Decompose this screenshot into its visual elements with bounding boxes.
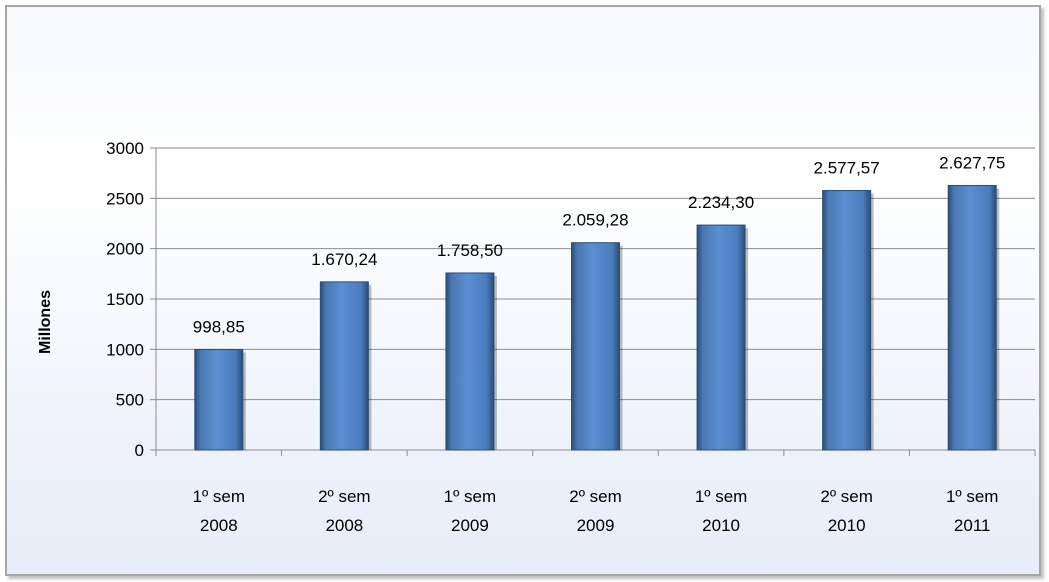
labels: 0 500 1000 1500 2000 2500 3000 998,85 1º sem 2008…	[106, 139, 1005, 535]
data-label-3: 1.758,50	[437, 241, 503, 260]
bar-3	[445, 272, 495, 451]
data-label-2: 1.670,24	[311, 250, 377, 269]
y-tick-label: 1500	[106, 290, 144, 309]
category-label-1-line-1: 1º sem	[193, 487, 246, 506]
y-tick-label: 1000	[106, 340, 144, 359]
category-label-4-line-2: 2009	[577, 516, 615, 535]
category-label-6-line-2: 2010	[828, 516, 866, 535]
bar-6	[822, 190, 872, 451]
y-tick-label: 500	[116, 391, 144, 410]
y-axis-title: Millones	[37, 290, 54, 354]
category-label-5-line-1: 1º sem	[695, 487, 748, 506]
data-label-6: 2.577,57	[814, 159, 880, 178]
y-tick-label: 0	[135, 441, 144, 460]
bars	[194, 184, 1000, 451]
category-label-7-line-2: 2011	[954, 516, 991, 535]
y-tick-label: 2500	[106, 189, 144, 208]
category-label-7-line-1: 1º sem	[946, 487, 999, 506]
data-label-1: 998,85	[193, 317, 245, 336]
category-label-6-line-1: 2º sem	[820, 487, 873, 506]
bar-7	[947, 184, 997, 451]
y-tick-label: 3000	[106, 139, 144, 158]
data-label-7: 2.627,75	[939, 153, 1005, 172]
category-label-3-line-2: 2009	[451, 516, 489, 535]
bar-5	[696, 224, 746, 451]
bar-2	[319, 281, 369, 451]
y-tick-label: 2000	[106, 240, 144, 259]
data-label-5: 2.234,30	[688, 193, 754, 212]
category-label-4-line-1: 2º sem	[569, 487, 622, 506]
category-label-3-line-1: 1º sem	[444, 487, 497, 506]
data-label-4: 2.059,28	[562, 211, 628, 230]
bar-1	[194, 348, 244, 451]
category-label-5-line-2: 2010	[702, 516, 740, 535]
bar-4	[571, 242, 620, 451]
category-label-2-line-1: 2º sem	[318, 487, 371, 506]
category-label-1-line-2: 2008	[200, 516, 238, 535]
chart-frame: 0 500 1000 1500 2000 2500 3000 998,85 1º sem 2008…	[5, 5, 1041, 576]
bar-chart: 0 500 1000 1500 2000 2500 3000 998,85 1º sem 2008…	[37, 139, 1036, 535]
category-label-2-line-2: 2008	[325, 516, 363, 535]
